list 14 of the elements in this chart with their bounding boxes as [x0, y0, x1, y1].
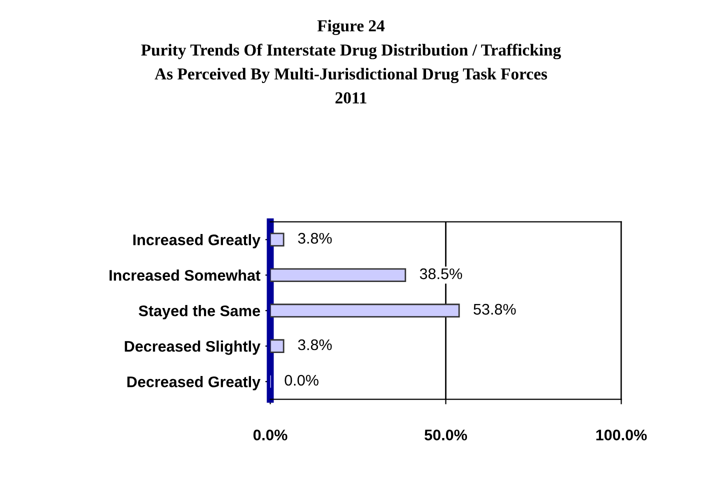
data-label: 0.0% — [284, 374, 318, 386]
y-tick-label: Decreased Slightly — [124, 340, 260, 355]
x-tick-label: 0.0% — [253, 430, 288, 440]
data-label: 38.5% — [420, 268, 462, 280]
data-label: 3.8% — [298, 232, 332, 244]
data-label: 3.8% — [298, 339, 332, 350]
y-tick-label: Increased Greatly — [133, 234, 260, 248]
chart-title: Figure 24 Purity Trends Of Interstate Drug Distribution / Trafficking As Perceived By Multi-Jurisdictional Drug Task Forces 2011 — [141, 20, 561, 104]
data-label: 53.8% — [474, 304, 516, 315]
x-tick-label: 100.0% — [596, 430, 647, 440]
x-tick-label: 50.0% — [424, 430, 468, 440]
y-tick-label: Stayed the Same — [138, 305, 260, 320]
y-tick-label: Decreased Greatly — [127, 376, 260, 390]
y-tick-label: Increased Somewhat — [110, 270, 260, 281]
